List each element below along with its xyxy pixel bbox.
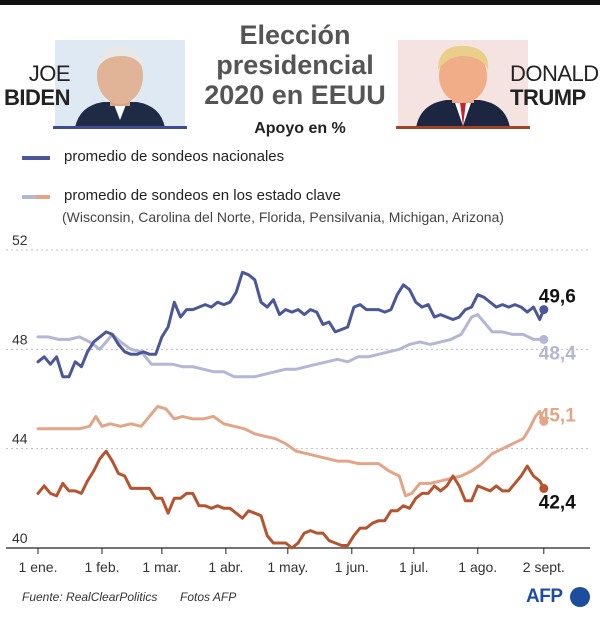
chart-lines bbox=[36, 270, 546, 550]
afp-logo-dot-icon bbox=[570, 587, 590, 607]
x-tick-label: 1 jul. bbox=[399, 559, 429, 575]
x-tick-label: 1 ene. bbox=[19, 559, 58, 575]
x-tick-label: 1 mar. bbox=[142, 559, 181, 575]
series-end-label: 45,1 bbox=[539, 405, 576, 426]
y-tick-label: 40 bbox=[12, 530, 28, 546]
series-end-dot bbox=[539, 334, 549, 344]
y-tick-label: 44 bbox=[12, 431, 28, 447]
biden-name: JOE BIDEN bbox=[4, 62, 70, 110]
series-end-dot bbox=[539, 305, 549, 315]
chart-end-labels: 48,4 45,1 49,6 42,4 bbox=[539, 287, 576, 514]
trump-name: DONALD TRUMP bbox=[510, 61, 599, 110]
legend-states-detail: (Wisconsin, Carolina del Norte, Florida,… bbox=[62, 209, 504, 225]
legend-states-swatch bbox=[22, 195, 50, 199]
top-bar bbox=[0, 0, 600, 5]
trump-underline bbox=[396, 126, 530, 129]
title-line: presidencial bbox=[216, 50, 374, 80]
trump-first-name: DONALD bbox=[510, 61, 599, 86]
trump-last-name: TRUMP bbox=[510, 85, 586, 110]
x-tick-label: 1 ago. bbox=[458, 559, 497, 575]
series-end-dot bbox=[539, 483, 549, 493]
series-line bbox=[36, 449, 546, 550]
series-end-dot bbox=[539, 416, 549, 426]
biden-last-name: BIDEN bbox=[4, 85, 70, 110]
title-line: 2020 en EEUU bbox=[204, 80, 386, 110]
legend-national-swatch bbox=[22, 156, 50, 160]
biden-portrait bbox=[55, 40, 185, 128]
chart-grid: 40 44 48 52 bbox=[6, 232, 590, 549]
trump-photo-icon bbox=[416, 45, 510, 128]
biden-photo-icon bbox=[75, 46, 165, 128]
chart-subtitle: Apoyo en % bbox=[254, 120, 346, 137]
chart-x-axis: 1 ene. 1 feb. 1 mar. 1 abr. 1 may. 1 jun. 1 ju… bbox=[19, 548, 565, 575]
y-tick-label: 52 bbox=[12, 232, 28, 248]
legend-states-label: promedio de sondeos en los estado clave bbox=[64, 187, 341, 204]
series-line bbox=[36, 313, 546, 379]
x-tick-label: 1 abr. bbox=[208, 559, 243, 575]
photo-credit: Fotos AFP bbox=[180, 590, 237, 604]
afp-logo: AFP bbox=[526, 586, 563, 607]
series-line bbox=[36, 404, 546, 498]
x-tick-label: 1 feb. bbox=[84, 559, 119, 575]
series-end-label: 48,4 bbox=[539, 343, 576, 364]
source-note: Fuente: RealClearPolitics bbox=[22, 590, 158, 604]
x-tick-label: 1 may. bbox=[267, 559, 308, 575]
biden-first-name: JOE bbox=[28, 61, 71, 86]
series-end-label: 49,6 bbox=[539, 287, 576, 308]
biden-underline bbox=[53, 126, 187, 129]
x-tick-label: 1 jun. bbox=[335, 559, 369, 575]
title-line: Elección bbox=[239, 20, 351, 50]
chart-title: Elección presidencial 2020 en EEUU bbox=[170, 20, 420, 110]
x-tick-label: 2 sept. bbox=[523, 559, 565, 575]
y-tick-label: 48 bbox=[12, 331, 28, 347]
series-line bbox=[36, 270, 546, 379]
legend-national-label: promedio de sondeos nacionales bbox=[64, 148, 285, 165]
series-end-label: 42,4 bbox=[539, 492, 576, 513]
trump-portrait bbox=[398, 40, 528, 128]
